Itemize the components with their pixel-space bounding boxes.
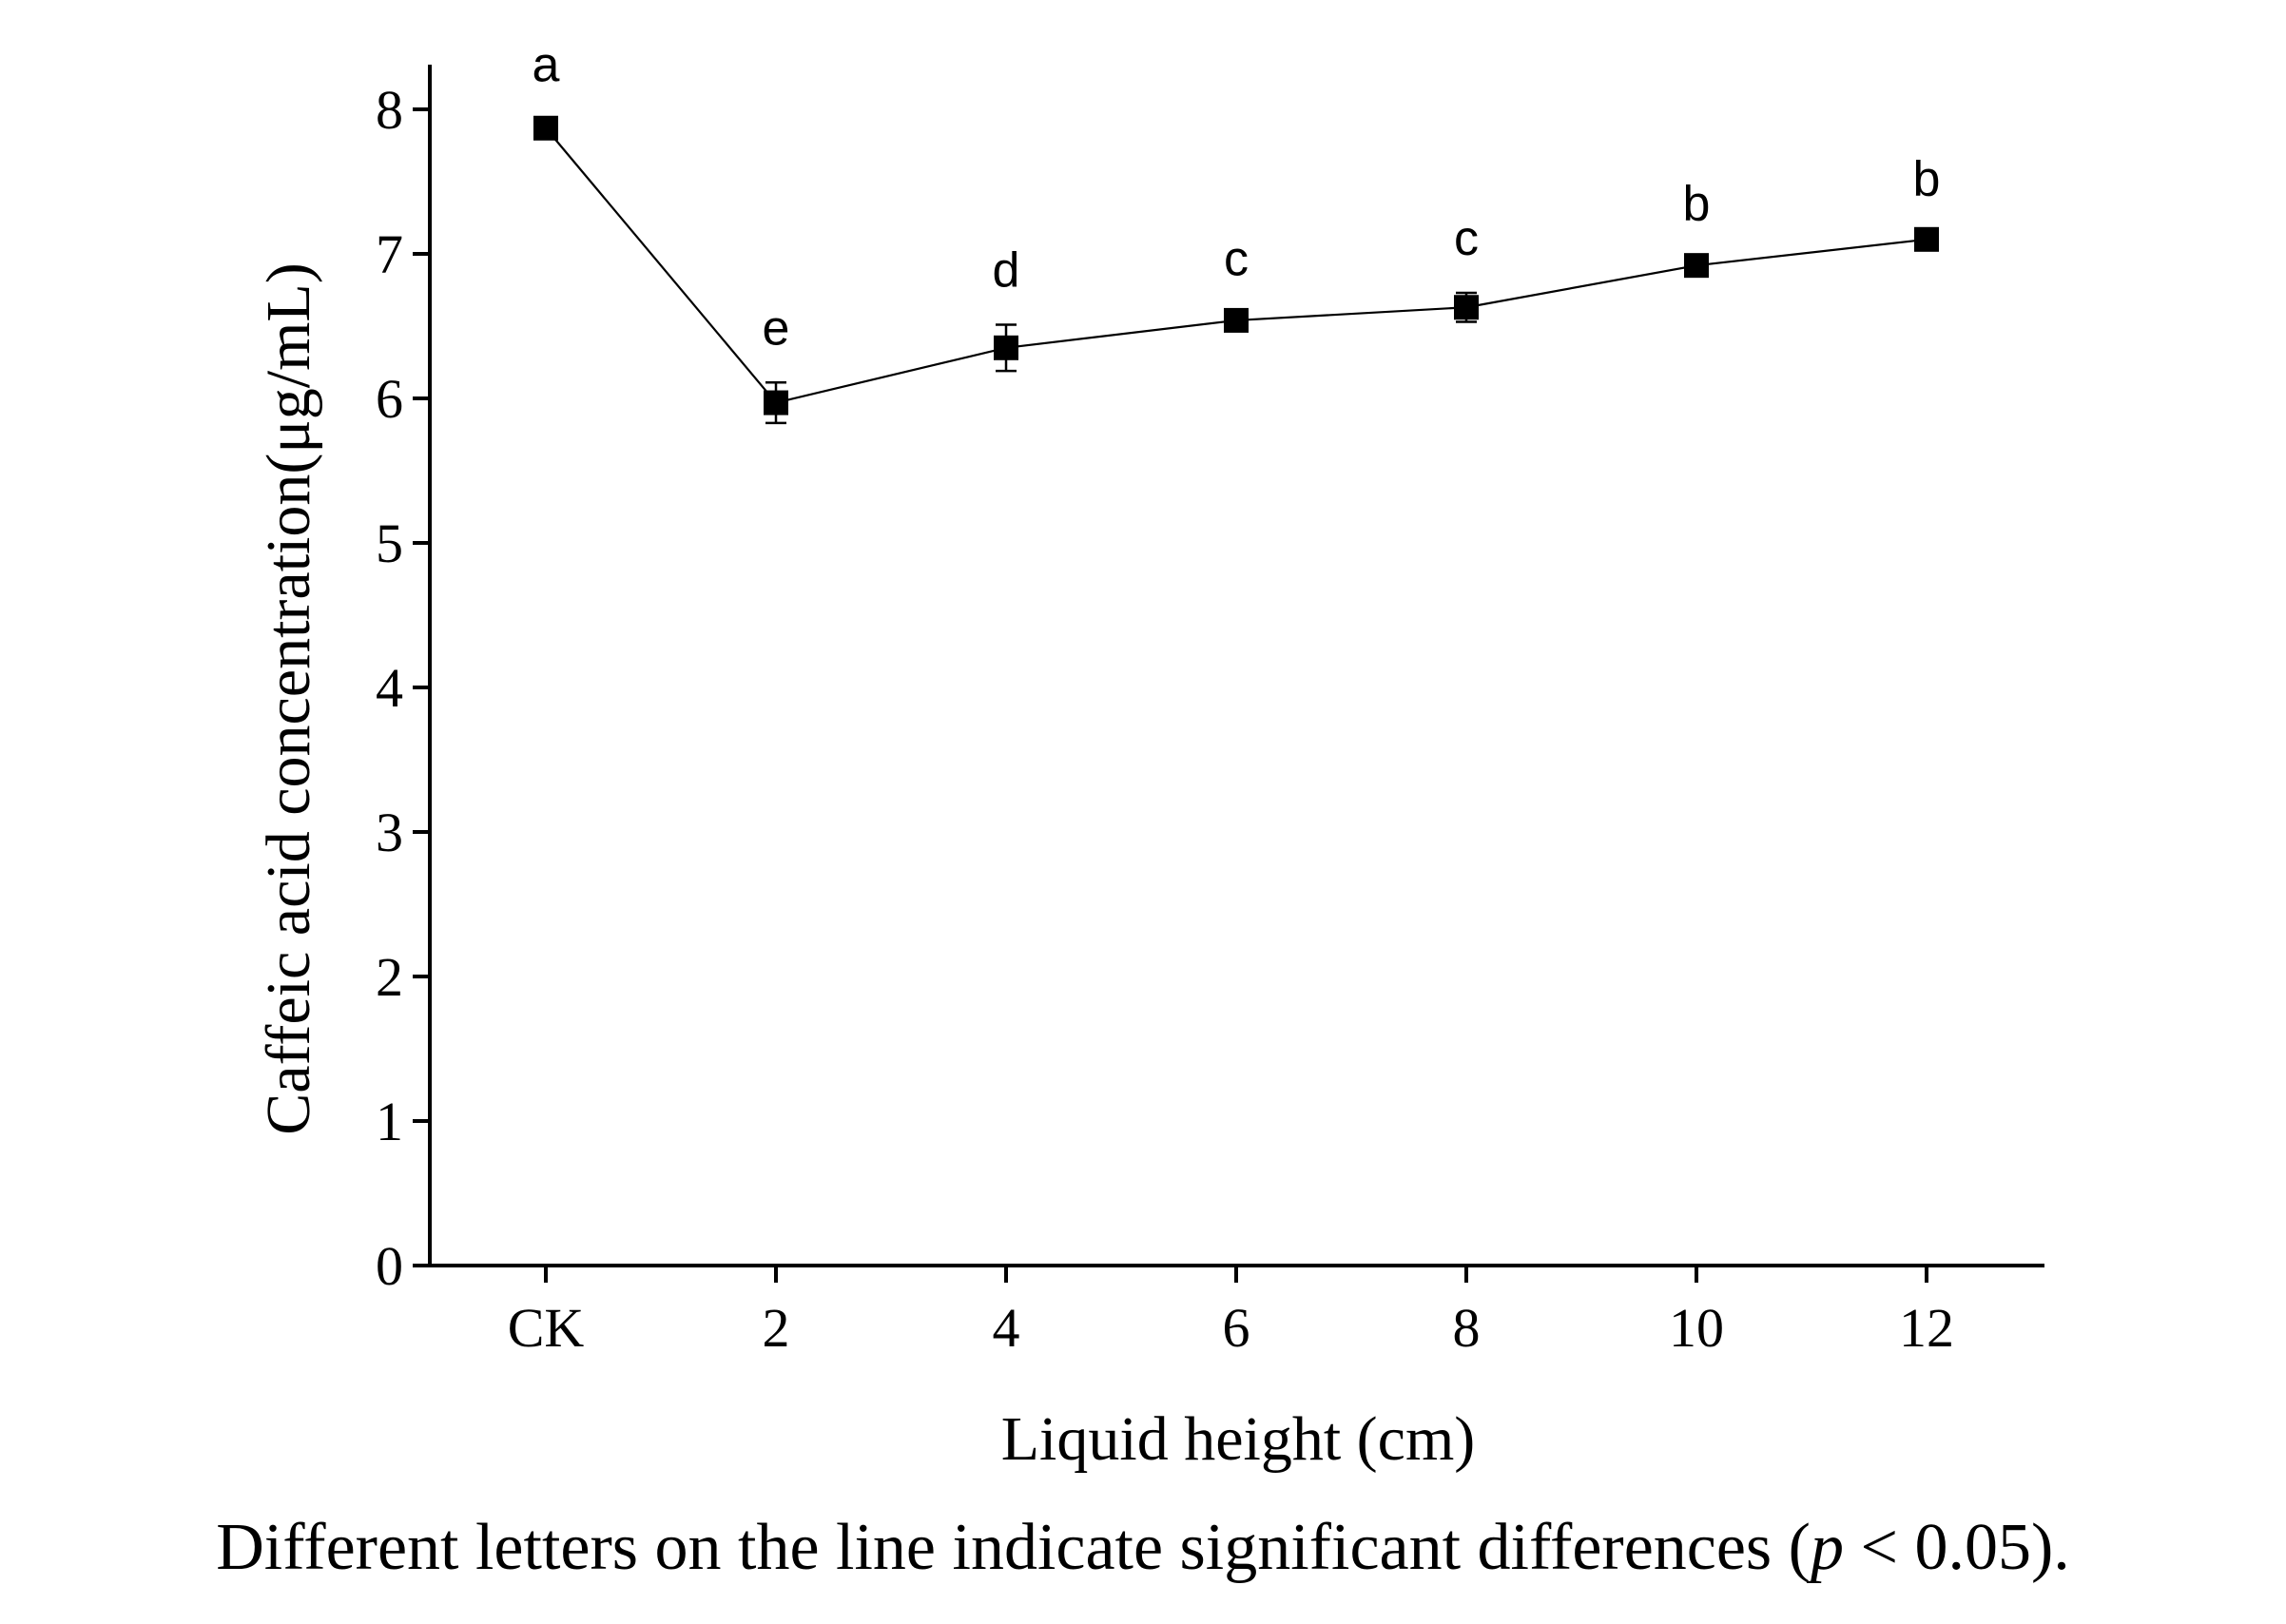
- note-suffix: < 0.05).: [1844, 1511, 2070, 1584]
- significance-letter: b: [1683, 177, 1711, 232]
- y-axis-title: Caffeic acid concentration(μg/mL): [254, 262, 323, 1134]
- x-axis-title: Liquid height (cm): [1001, 1404, 1476, 1474]
- data-point-marker: [764, 390, 788, 416]
- y-tick-label: 1: [376, 1091, 403, 1152]
- data-point-marker: [994, 335, 1018, 360]
- x-tick-label: 6: [1223, 1297, 1250, 1359]
- x-tick-label: CK: [508, 1297, 585, 1359]
- significance-letter: d: [993, 242, 1020, 298]
- note-prefix: Different letters on the line indicate s…: [216, 1511, 1811, 1584]
- significance-letter: c: [1454, 211, 1479, 266]
- x-ticks: CK 2 4 6 8 10 12: [508, 1266, 1954, 1359]
- significance-letter: a: [533, 38, 560, 93]
- y-tick-label: 8: [376, 79, 403, 141]
- y-tick-label: 0: [376, 1235, 403, 1297]
- significance-letter: e: [763, 300, 790, 356]
- y-tick-label: 4: [376, 657, 403, 719]
- y-tick-label: 3: [376, 802, 403, 863]
- significance-note: Different letters on the line indicate s…: [216, 1511, 2070, 1584]
- data-point-marker: [1914, 226, 1939, 252]
- y-tick-label: 6: [376, 368, 403, 430]
- series-line: a e d c c b b: [533, 38, 1941, 425]
- data-point-marker: [533, 115, 558, 141]
- x-tick-label: 8: [1453, 1297, 1481, 1359]
- note-p-italic: p: [1806, 1511, 1844, 1584]
- x-tick-label: 2: [763, 1297, 790, 1359]
- x-tick-label: 10: [1669, 1297, 1724, 1359]
- y-ticks: 0 1 2 3 4 5 6 7 8: [376, 79, 430, 1297]
- y-tick-label: 7: [376, 223, 403, 285]
- data-point-marker: [1454, 295, 1479, 320]
- y-tick-label: 5: [376, 512, 403, 574]
- y-tick-label: 2: [376, 946, 403, 1008]
- significance-letter: b: [1913, 152, 1941, 207]
- data-point-marker: [1224, 307, 1249, 333]
- x-tick-label: 12: [1899, 1297, 1954, 1359]
- data-point-marker: [1684, 253, 1709, 279]
- x-tick-label: 4: [993, 1297, 1020, 1359]
- significance-letter: c: [1224, 231, 1249, 286]
